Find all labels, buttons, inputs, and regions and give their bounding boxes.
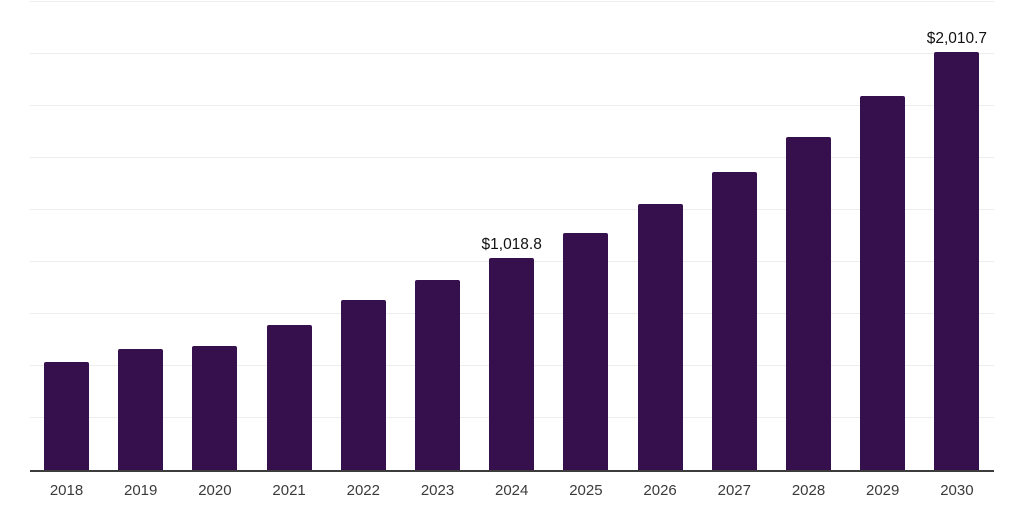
x-tick-label-2019: 2019 bbox=[124, 482, 158, 499]
x-tick-label-2021: 2021 bbox=[272, 482, 306, 499]
x-tick-label-2023: 2023 bbox=[420, 482, 455, 499]
gridline bbox=[30, 157, 994, 158]
bar-2024 bbox=[489, 258, 535, 470]
bar-2030 bbox=[934, 52, 980, 470]
value-label-2030: $2,010.7 bbox=[926, 30, 988, 47]
x-tick-label-2029: 2029 bbox=[866, 482, 900, 499]
x-tick-label-2024: 2024 bbox=[495, 482, 529, 499]
bar-2023 bbox=[415, 280, 460, 470]
gridline bbox=[30, 1, 994, 2]
x-tick-label-2018: 2018 bbox=[49, 482, 84, 499]
bar-2018 bbox=[44, 362, 89, 470]
bar-2026 bbox=[637, 204, 683, 470]
gridline bbox=[30, 209, 994, 210]
gridline bbox=[30, 105, 994, 106]
x-tick-label-2027: 2027 bbox=[717, 482, 751, 499]
x-axis-tick-labels: 2018 2019 2020 2021 2022 2023 2024 2025 2026 2027… bbox=[30, 482, 994, 504]
bar-2028 bbox=[786, 137, 831, 470]
x-tick-label-2026: 2026 bbox=[643, 482, 677, 499]
plot-area: $1,018.8 $2,010.7 bbox=[30, 1, 994, 472]
bar-2021 bbox=[266, 325, 312, 470]
gridline bbox=[30, 53, 994, 54]
value-label-2024: $1,018.8 bbox=[481, 236, 542, 253]
x-tick-label-2025: 2025 bbox=[569, 482, 603, 499]
x-tick-label-2020: 2020 bbox=[198, 482, 232, 499]
bar-2019 bbox=[118, 349, 164, 470]
x-tick-label-2030: 2030 bbox=[940, 482, 974, 499]
bar-2025 bbox=[563, 233, 609, 470]
x-tick-label-2028: 2028 bbox=[791, 482, 826, 499]
bar-2029 bbox=[860, 96, 906, 470]
bar-2022 bbox=[340, 300, 386, 470]
x-tick-label-2022: 2022 bbox=[346, 482, 380, 499]
bar-2020 bbox=[192, 346, 238, 470]
bar-2027 bbox=[711, 172, 757, 470]
